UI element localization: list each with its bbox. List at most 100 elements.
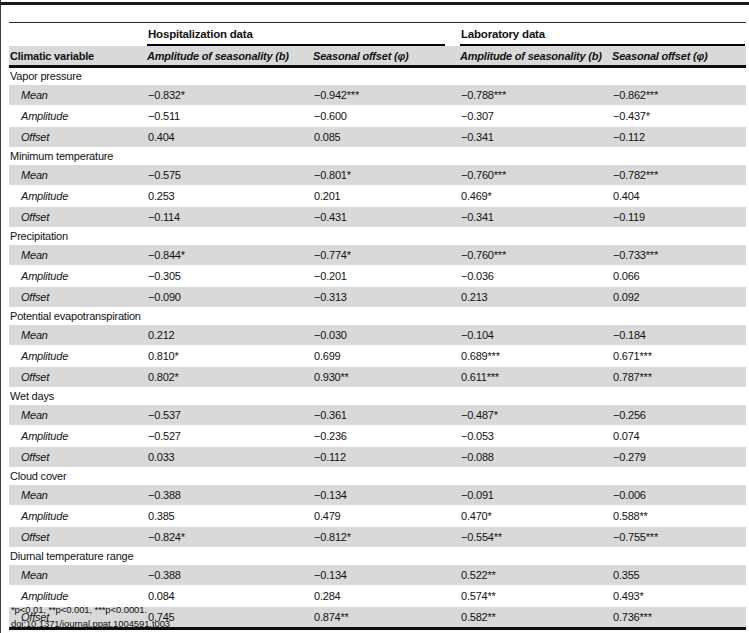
value-cell: 0.522** — [460, 565, 612, 586]
left-outer-border — [0, 0, 1, 631]
table-row: Offset0.802*0.930**0.611***0.787*** — [9, 367, 746, 388]
value-cell: −0.053 — [460, 426, 612, 447]
column-header-row: Climatic variable Amplitude of seasonali… — [9, 46, 746, 67]
value-cell: −0.112 — [313, 447, 460, 468]
value-cell: −0.832* — [147, 85, 313, 106]
value-cell: −0.361 — [313, 405, 460, 426]
value-cell: 0.874** — [313, 607, 460, 629]
row-label-offset: Offset — [9, 367, 147, 388]
value-cell: 0.574** — [460, 586, 612, 607]
table-row: Amplitude0.2530.2010.469*0.404 — [9, 186, 746, 207]
value-cell: −0.006 — [612, 485, 746, 506]
correlation-table: Hospitalization data Laboratory data Cli… — [9, 22, 746, 630]
table-figure: Hospitalization data Laboratory data Cli… — [0, 0, 749, 633]
group-header-wet-days: Wet days — [9, 388, 746, 405]
variable-group-row: Minimum temperature — [9, 148, 746, 165]
value-cell: −0.431 — [313, 207, 460, 228]
value-cell: −0.119 — [612, 207, 746, 228]
row-label-offset: Offset — [9, 447, 147, 468]
row-label-offset: Offset — [9, 127, 147, 148]
group-header-vapor-pressure: Vapor pressure — [9, 67, 746, 85]
value-cell: −0.774* — [313, 245, 460, 266]
row-label-amplitude: Amplitude — [9, 266, 147, 287]
value-cell: 0.582** — [460, 607, 612, 629]
table-row: Mean−0.844*−0.774*−0.760***−0.733*** — [9, 245, 746, 266]
table-row: Offset0.4040.085−0.341−0.112 — [9, 127, 746, 148]
row-label-offset: Offset — [9, 527, 147, 548]
table-row: Mean−0.388−0.1340.522**0.355 — [9, 565, 746, 586]
value-cell: −0.388 — [147, 565, 313, 586]
value-cell: 0.385 — [147, 506, 313, 527]
group-header-potential-evapotranspiration: Potential evapotranspiration — [9, 308, 746, 325]
table-row: Mean−0.575−0.801*−0.760***−0.782*** — [9, 165, 746, 186]
value-cell: −0.862*** — [612, 85, 746, 106]
row-label-amplitude: Amplitude — [9, 506, 147, 527]
table-row: Offset−0.090−0.3130.2130.092 — [9, 287, 746, 308]
value-cell: −0.036 — [460, 266, 612, 287]
column-group-hospitalization-label: Hospitalization data — [147, 25, 445, 46]
doi-footnote: doi:10.1371/journal.ppat.1004591.t003 — [11, 618, 170, 629]
value-cell: −0.511 — [147, 106, 313, 127]
variable-group-row: Diurnal temperature range — [9, 548, 746, 565]
value-cell: −0.090 — [147, 287, 313, 308]
value-cell: 0.033 — [147, 447, 313, 468]
table-row: Offset−0.824*−0.812*−0.554**−0.755*** — [9, 527, 746, 548]
value-cell: 0.479 — [313, 506, 460, 527]
column-group-hospitalization: Hospitalization data — [147, 23, 460, 47]
value-cell: −0.134 — [313, 565, 460, 586]
value-cell: −0.236 — [313, 426, 460, 447]
value-cell: 0.689*** — [460, 346, 612, 367]
column-group-row: Hospitalization data Laboratory data — [9, 23, 746, 47]
value-cell: −0.782*** — [612, 165, 746, 186]
value-cell: 0.588** — [612, 506, 746, 527]
column-header-offset-hospitalization: Seasonal offset (φ) — [313, 46, 460, 67]
variable-group-row: Precipitation — [9, 228, 746, 245]
value-cell: 0.671*** — [612, 346, 746, 367]
value-cell: −0.437* — [612, 106, 746, 127]
value-cell: −0.088 — [460, 447, 612, 468]
value-cell: −0.305 — [147, 266, 313, 287]
value-cell: 0.930** — [313, 367, 460, 388]
row-label-amplitude: Amplitude — [9, 106, 147, 127]
value-cell: −0.091 — [460, 485, 612, 506]
column-header-climatic-variable: Climatic variable — [9, 46, 147, 67]
value-cell: −0.030 — [313, 325, 460, 346]
table-row: Mean0.212−0.030−0.104−0.184 — [9, 325, 746, 346]
group-header-cloud-cover: Cloud cover — [9, 468, 746, 485]
column-header-amplitude-laboratory: Amplitude of seasonality (b) — [460, 46, 612, 67]
value-cell: 0.736*** — [612, 607, 746, 629]
value-cell: −0.760*** — [460, 245, 612, 266]
group-header-minimum-temperature: Minimum temperature — [9, 148, 746, 165]
value-cell: 0.084 — [147, 586, 313, 607]
variable-group-row: Vapor pressure — [9, 67, 746, 85]
row-label-mean: Mean — [9, 485, 147, 506]
value-cell: −0.801* — [313, 165, 460, 186]
value-cell: −0.600 — [313, 106, 460, 127]
value-cell: 0.092 — [612, 287, 746, 308]
row-label-mean: Mean — [9, 85, 147, 106]
value-cell: 0.699 — [313, 346, 460, 367]
value-cell: 0.074 — [612, 426, 746, 447]
variable-group-row: Cloud cover — [9, 468, 746, 485]
table-row: Amplitude0.810*0.6990.689***0.671*** — [9, 346, 746, 367]
row-label-amplitude: Amplitude — [9, 186, 147, 207]
table-row: Mean−0.388−0.134−0.091−0.006 — [9, 485, 746, 506]
value-cell: −0.307 — [460, 106, 612, 127]
group-header-diurnal-temperature-range: Diurnal temperature range — [9, 548, 746, 565]
row-label-mean: Mean — [9, 325, 147, 346]
variable-group-row: Potential evapotranspiration — [9, 308, 746, 325]
value-cell: 0.355 — [612, 565, 746, 586]
value-cell: −0.942*** — [313, 85, 460, 106]
value-cell: 0.213 — [460, 287, 612, 308]
value-cell: 0.745 — [147, 607, 313, 629]
column-header-offset-laboratory: Seasonal offset (φ) — [612, 46, 746, 67]
table-row: Offset−0.114−0.431−0.341−0.119 — [9, 207, 746, 228]
value-cell: 0.611*** — [460, 367, 612, 388]
value-cell: 0.787*** — [612, 367, 746, 388]
value-cell: 0.802* — [147, 367, 313, 388]
value-cell: 0.212 — [147, 325, 313, 346]
value-cell: −0.112 — [612, 127, 746, 148]
value-cell: −0.812* — [313, 527, 460, 548]
value-cell: 0.493* — [612, 586, 746, 607]
value-cell: 0.201 — [313, 186, 460, 207]
